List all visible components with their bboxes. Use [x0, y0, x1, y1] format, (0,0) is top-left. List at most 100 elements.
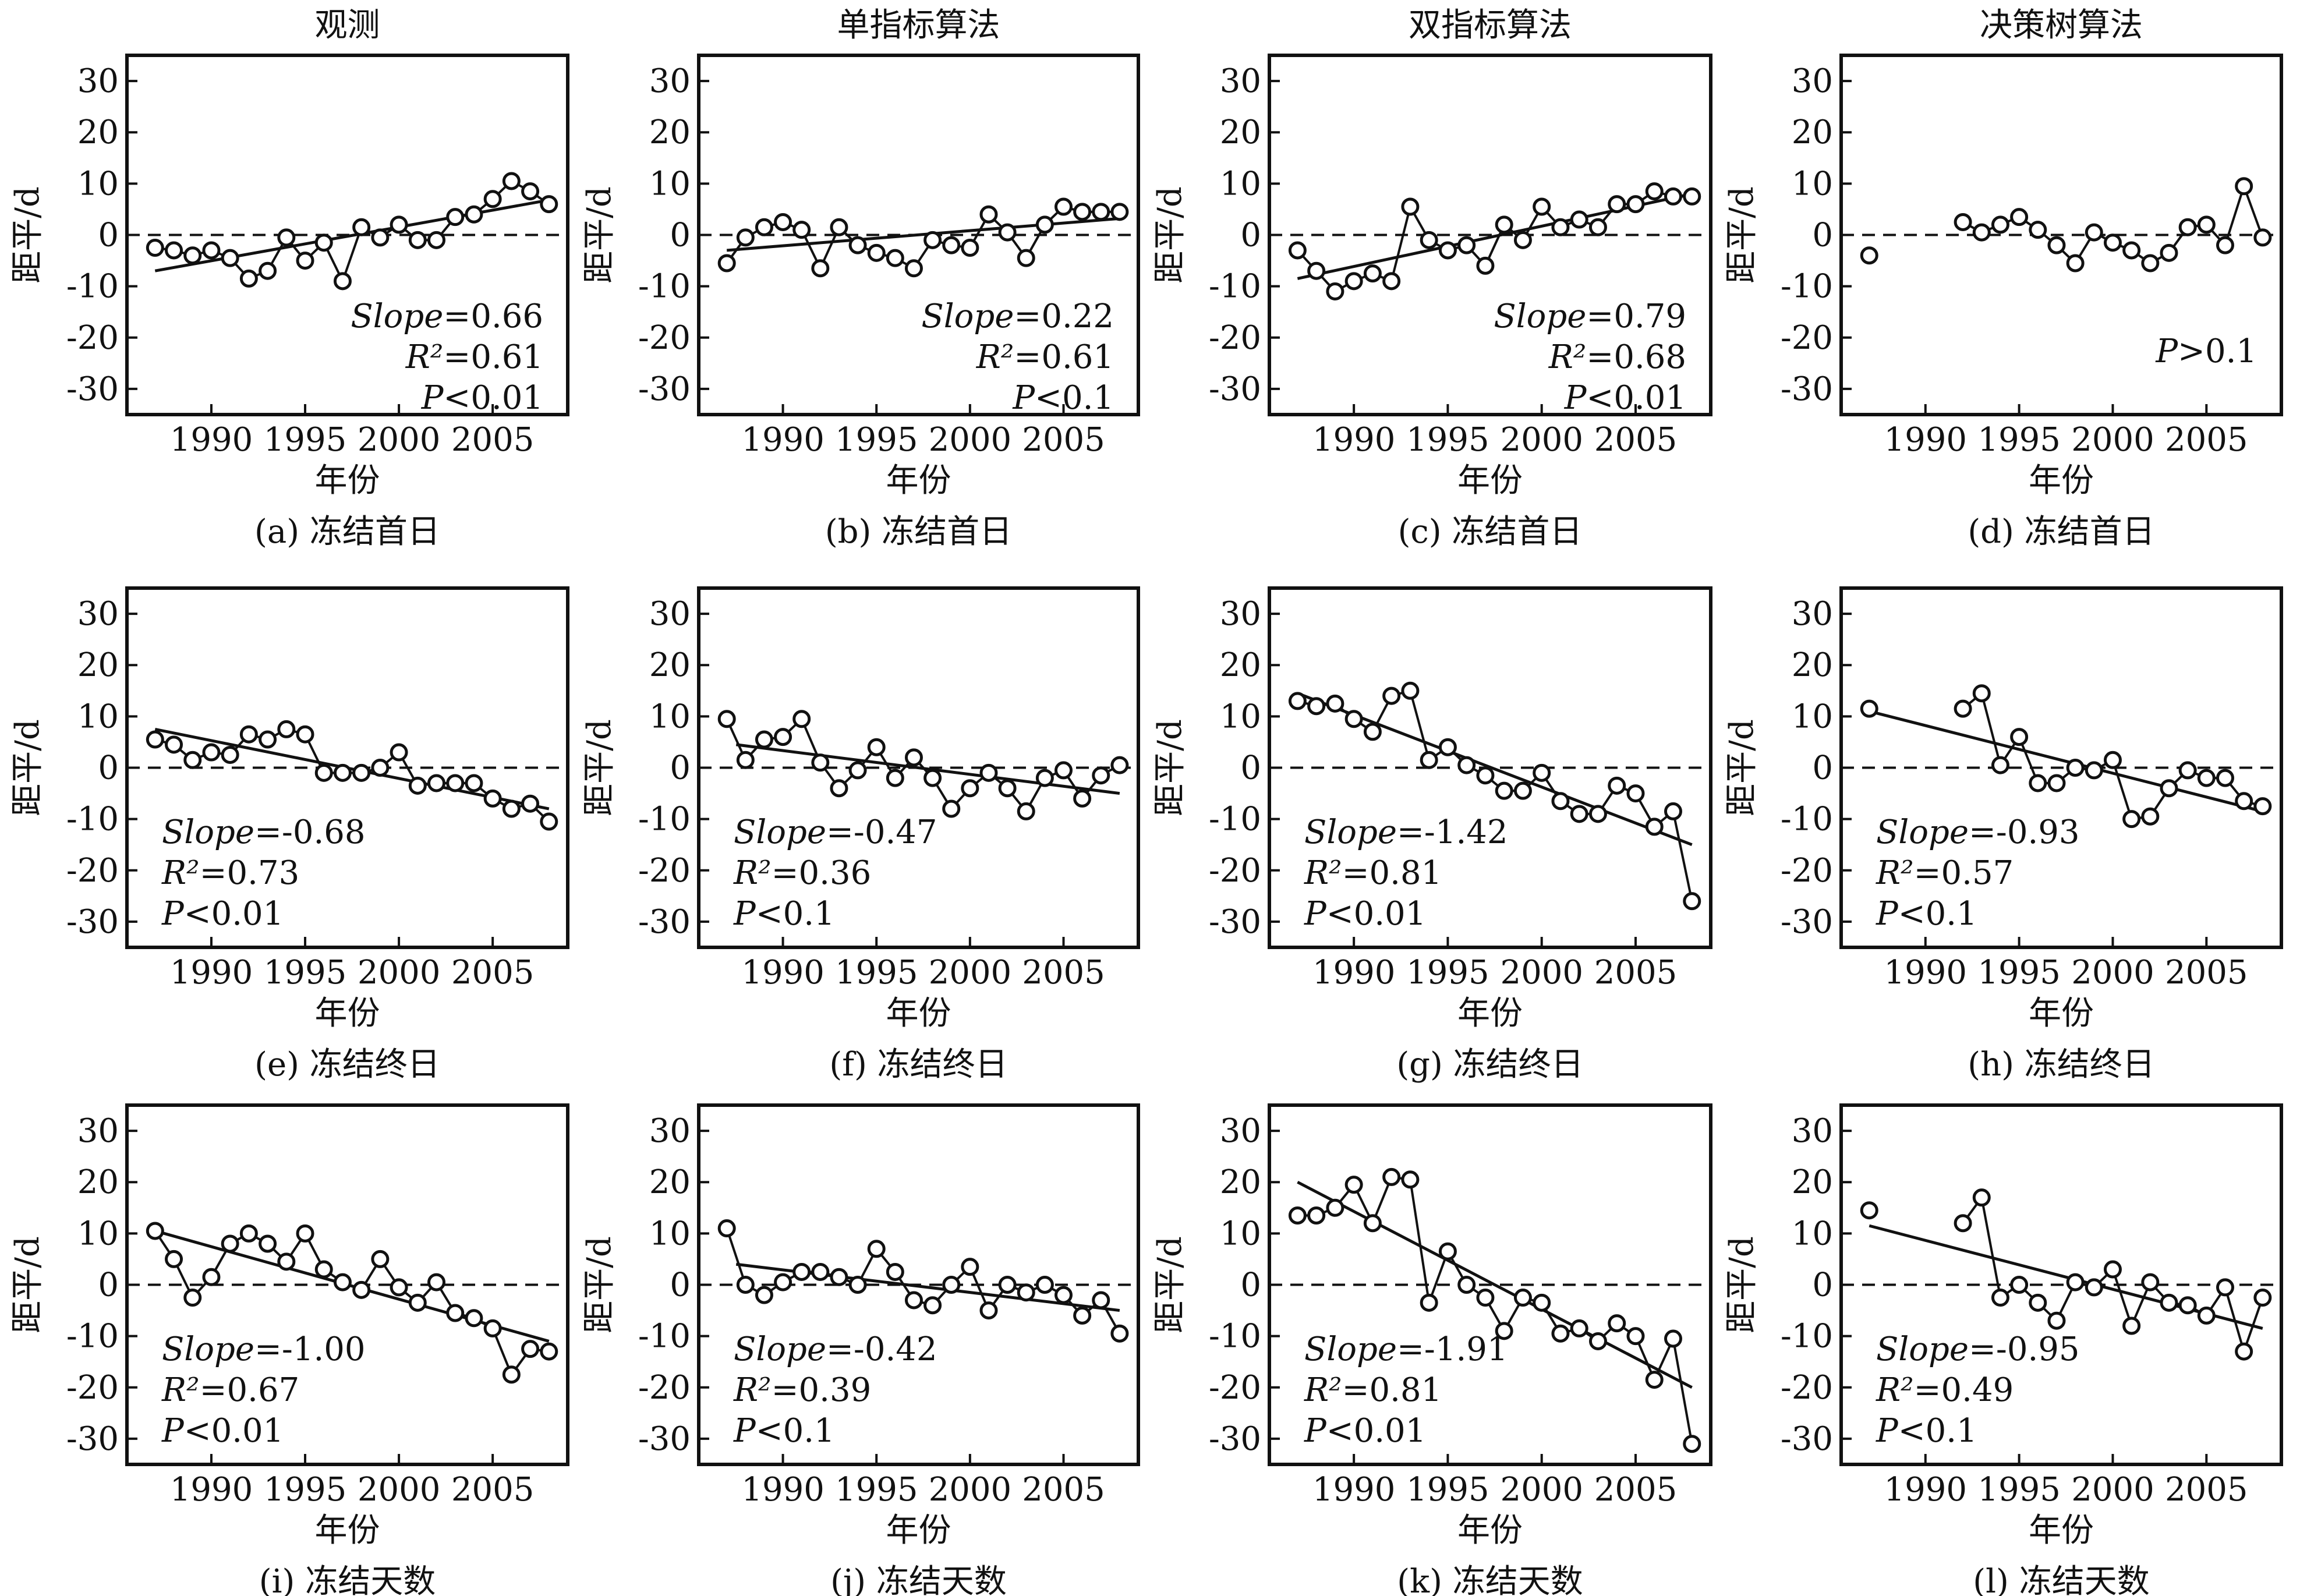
x-axis-label: 年份 [315, 1512, 380, 1549]
column-title: 决策树算法 [1980, 6, 2143, 44]
data-point [277, 1252, 296, 1271]
panel-caption: (j) 冻结天数 [830, 1563, 1007, 1596]
trend-line [726, 217, 1120, 252]
column-title: 观测 [315, 6, 380, 44]
data-point [867, 243, 886, 262]
panel-l: 30 20 10 0 -10 -20 -30 1990 1995 2000 2005 年份 距平/d (l… [1723, 1103, 2283, 1596]
y-tick-label: 30 [1220, 1112, 1261, 1150]
data-point [1513, 231, 1532, 249]
data-point [2216, 236, 2234, 254]
x-axis-label: 年份 [886, 995, 951, 1032]
data-point [371, 228, 390, 247]
y-tick-label: 0 [98, 1266, 119, 1304]
y-tick-label: -20 [1781, 319, 1833, 357]
data-point [904, 748, 923, 767]
y-tick-label: 20 [649, 114, 691, 151]
y-axis-label: 距平/d [9, 1236, 47, 1333]
panel-caption: (k) 冻结天数 [1397, 1563, 1583, 1596]
data-point [2197, 769, 2216, 787]
y-tick-label: 30 [77, 62, 119, 100]
stat-text: P<0.1 [1876, 1412, 1977, 1450]
stat-text: P<0.01 [1304, 1412, 1426, 1450]
data-point [1420, 1293, 1438, 1312]
data-point [2122, 241, 2141, 260]
data-point [1382, 272, 1401, 291]
y-tick-label: -20 [1781, 852, 1833, 890]
data-point [146, 239, 164, 257]
panel-e: 30 20 10 0 -10 -20 -30 1990 1995 2000 2005 年份 距平/d (e… [9, 586, 569, 1084]
data-point [1438, 738, 1457, 756]
series-line [1296, 190, 1692, 293]
x-tick-label: 1995 [264, 421, 347, 459]
y-tick-label: 30 [1220, 595, 1261, 633]
trend-line [1297, 1180, 1693, 1389]
column-title: 双指标算法 [1409, 6, 1572, 44]
x-axis-label: 年份 [1457, 462, 1523, 500]
data-point [427, 774, 446, 792]
data-point [2029, 1293, 2047, 1312]
data-point [1382, 686, 1401, 705]
y-axis-label: 距平/d [1151, 1236, 1189, 1333]
y-tick-label: 10 [1792, 698, 1833, 735]
data-point [1110, 1324, 1129, 1343]
data-point [2178, 218, 2197, 236]
y-tick-label: 0 [1240, 217, 1261, 254]
data-point [1054, 1286, 1073, 1304]
data-point [942, 799, 961, 818]
y-tick-label: 30 [649, 1112, 691, 1150]
x-tick-label: 1990 [1884, 1471, 1968, 1509]
y-tick-label: -20 [638, 319, 691, 357]
data-point [1991, 756, 2009, 774]
data-point [998, 223, 1017, 242]
y-tick-label: 20 [77, 114, 119, 151]
y-tick-label: -10 [66, 801, 119, 838]
data-point [848, 236, 867, 254]
panel-caption: (c) 冻结首日 [1398, 513, 1583, 551]
y-tick-label: 0 [98, 749, 119, 787]
data-point [923, 1296, 942, 1315]
data-point [446, 1304, 465, 1322]
data-point [446, 208, 465, 227]
y-tick-label: -30 [1781, 1420, 1833, 1458]
data-point [942, 236, 961, 254]
panel-caption: (h) 冻结终日 [1968, 1046, 2155, 1084]
column-title: 单指标算法 [837, 6, 1000, 44]
x-tick-label: 1995 [1977, 421, 2061, 459]
data-point [314, 763, 333, 782]
data-point [1570, 1319, 1588, 1337]
data-point [465, 1309, 483, 1328]
y-tick-label: 20 [77, 646, 119, 684]
stat-text: P<0.01 [161, 895, 284, 933]
y-tick-label: -10 [1209, 801, 1261, 838]
data-point [2085, 761, 2103, 780]
data-point [165, 241, 183, 260]
stat-text: P<0.1 [733, 1412, 835, 1450]
panel-c: 30 20 10 0 -10 -20 -30 1990 1995 2000 2005 年份 距平/d (c… [1151, 54, 1712, 551]
x-tick-label: 1995 [835, 1471, 918, 1509]
data-point [483, 190, 502, 208]
data-point [1991, 1289, 2009, 1307]
data-point [736, 1276, 755, 1294]
x-axis-label: 年份 [315, 462, 380, 500]
data-point [755, 730, 773, 749]
panel-caption: (e) 冻结终日 [254, 1046, 440, 1084]
y-tick-label: -20 [638, 1369, 691, 1407]
x-axis-label: 年份 [2029, 995, 2094, 1032]
data-point [1457, 756, 1476, 774]
data-point [2235, 792, 2253, 811]
data-point [2103, 751, 2122, 769]
stat-text: Slope=-0.68 [162, 813, 366, 851]
series-line [726, 717, 1120, 813]
stat-text: R²=0.49 [1876, 1371, 2014, 1409]
data-point [1363, 723, 1382, 741]
y-axis-label: 距平/d [1151, 719, 1189, 816]
data-point [333, 272, 352, 291]
data-point [2141, 1273, 2160, 1291]
stat-text: Slope=-1.91 [1304, 1330, 1508, 1368]
data-point [1495, 781, 1513, 800]
panel-b: 30 20 10 0 -10 -20 -30 1990 1995 2000 2005 年份 距平/d (b… [581, 54, 1140, 551]
x-axis-label: 年份 [315, 995, 380, 1032]
y-tick-label: 0 [670, 217, 691, 254]
data-point [2029, 221, 2047, 239]
